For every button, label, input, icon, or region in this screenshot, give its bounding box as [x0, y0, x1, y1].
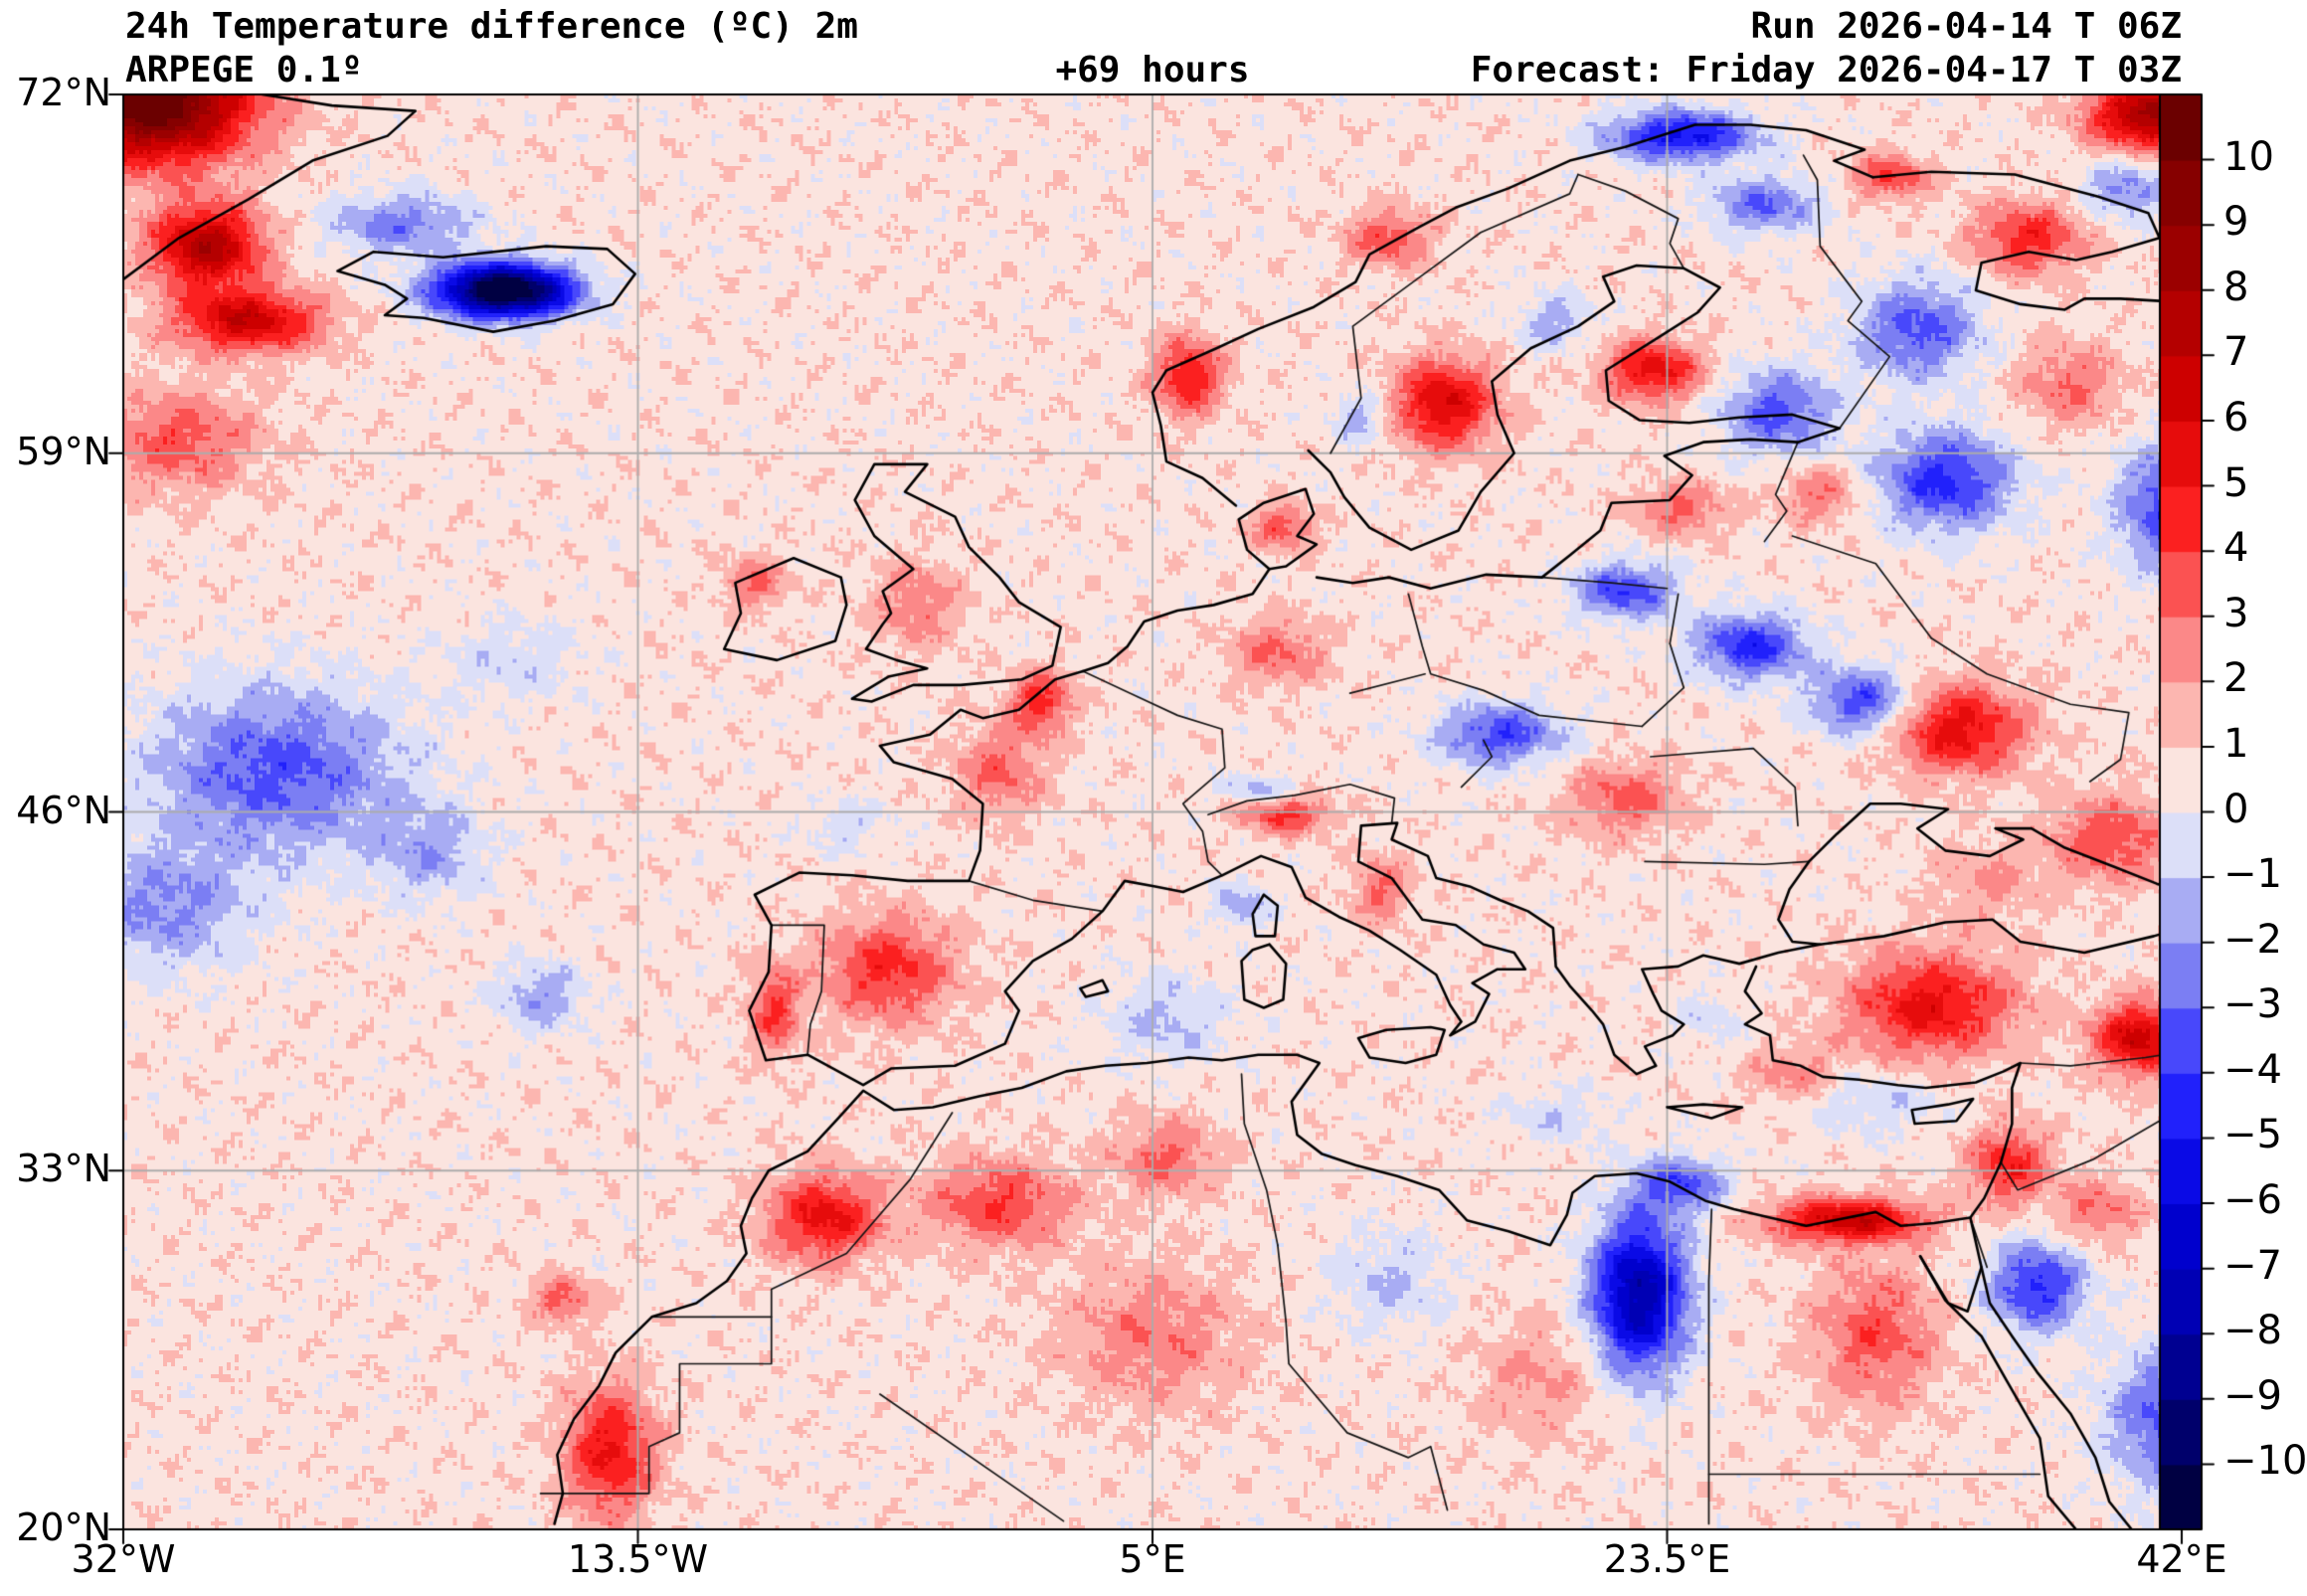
colorbar-tick-label: −8	[2223, 1308, 2282, 1354]
colorbar-tick-label: −4	[2223, 1046, 2282, 1093]
x-axis-tick-label: 32°W	[71, 1537, 176, 1581]
x-axis-tick-label: 5°E	[1119, 1537, 1186, 1581]
colorbar-tick-label: −1	[2223, 851, 2282, 898]
y-axis-tick-label: 20°N	[16, 1506, 111, 1549]
colorbar-tick-label: 1	[2223, 720, 2249, 767]
colorbar-tick-label: 9	[2223, 199, 2249, 246]
colorbar-tick-label: −2	[2223, 916, 2282, 963]
y-axis-tick-label: 46°N	[16, 788, 111, 832]
colorbar-tick-label: 4	[2223, 525, 2249, 572]
colorbar-tick-label: 3	[2223, 590, 2249, 636]
colorbar-tick-label: 8	[2223, 264, 2249, 310]
colorbar-tick-label: −9	[2223, 1372, 2282, 1419]
colorbar-tick-label: 2	[2223, 655, 2249, 702]
colorbar-tick-label: 0	[2223, 786, 2249, 832]
y-axis-tick-label: 33°N	[16, 1147, 111, 1191]
colorbar-tick-label: 6	[2223, 394, 2249, 441]
x-axis-tick-label: 13.5°W	[567, 1537, 709, 1581]
colorbar-tick-label: −5	[2223, 1112, 2282, 1158]
x-axis-tick-label: 42°E	[2136, 1537, 2227, 1581]
colorbar-tick-label: −10	[2223, 1438, 2307, 1485]
y-axis-tick-label: 59°N	[16, 429, 111, 473]
colorbar-tick-label: −7	[2223, 1242, 2282, 1289]
colorbar-tick-label: 7	[2223, 329, 2249, 376]
colorbar-tick-label: −3	[2223, 981, 2282, 1028]
x-axis-tick-label: 23.5°E	[1603, 1537, 1731, 1581]
colorbar-tick-label: 10	[2223, 133, 2274, 180]
y-axis-tick-label: 72°N	[16, 71, 111, 114]
colorbar-tick-label: 5	[2223, 459, 2249, 506]
colorbar-tick-label: −6	[2223, 1177, 2282, 1224]
